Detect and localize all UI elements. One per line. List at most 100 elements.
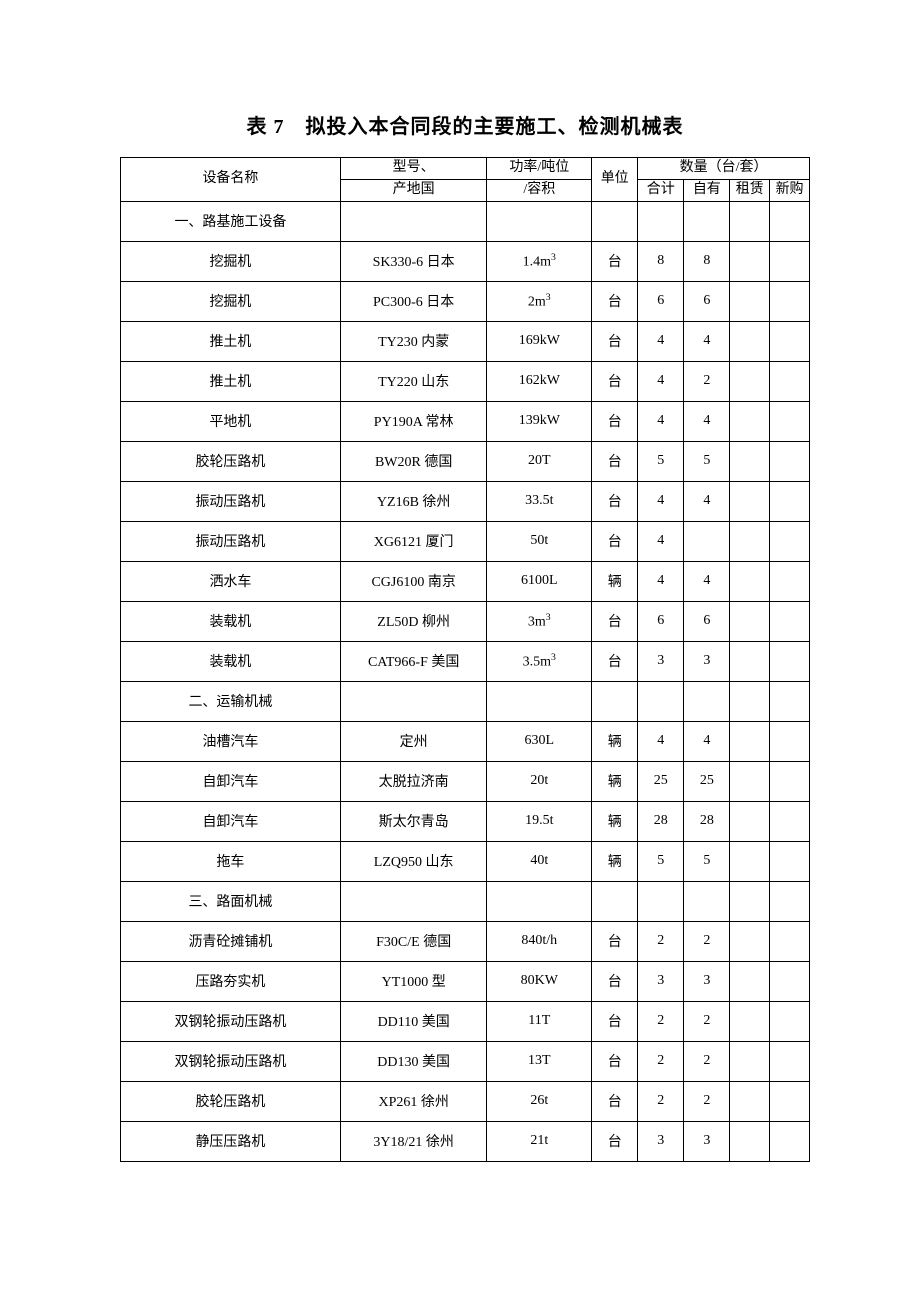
cell-own: 25 — [684, 761, 730, 801]
header-model-l2: 产地国 — [340, 179, 487, 201]
cell-buy — [770, 281, 810, 321]
cell-buy — [770, 721, 810, 761]
cell-own — [684, 521, 730, 561]
table-title: 表 7 拟投入本合同段的主要施工、检测机械表 — [120, 110, 810, 139]
cell-model: ZL50D 柳州 — [340, 601, 487, 641]
cell-name: 推土机 — [121, 321, 341, 361]
cell-total: 4 — [638, 481, 684, 521]
cell-buy — [770, 801, 810, 841]
table-row: 自卸汽车斯太尔青岛19.5t辆2828 — [121, 801, 810, 841]
section-label: 三、路面机械 — [121, 881, 341, 921]
cell-unit: 辆 — [592, 801, 638, 841]
cell-model: DD110 美国 — [340, 1001, 487, 1041]
cell-power: 21t — [487, 1121, 592, 1161]
cell-model: TY220 山东 — [340, 361, 487, 401]
empty-cell — [638, 201, 684, 241]
section-row: 一、路基施工设备 — [121, 201, 810, 241]
empty-cell — [730, 881, 770, 921]
cell-own: 2 — [684, 1081, 730, 1121]
cell-unit: 辆 — [592, 721, 638, 761]
cell-power: 33.5t — [487, 481, 592, 521]
cell-rent — [730, 241, 770, 281]
cell-name: 油槽汽车 — [121, 721, 341, 761]
table-row: 沥青砼摊铺机F30C/E 德国840t/h台22 — [121, 921, 810, 961]
table-row: 振动压路机XG6121 厦门50t台4 — [121, 521, 810, 561]
cell-own: 3 — [684, 961, 730, 1001]
cell-rent — [730, 721, 770, 761]
cell-buy — [770, 521, 810, 561]
cell-own: 2 — [684, 1001, 730, 1041]
cell-model: LZQ950 山东 — [340, 841, 487, 881]
cell-buy — [770, 241, 810, 281]
cell-own: 6 — [684, 601, 730, 641]
cell-total: 4 — [638, 321, 684, 361]
cell-own: 4 — [684, 721, 730, 761]
table-row: 双钢轮振动压路机DD110 美国11T台22 — [121, 1001, 810, 1041]
header-name: 设备名称 — [121, 158, 341, 202]
cell-unit: 台 — [592, 601, 638, 641]
cell-model: YZ16B 徐州 — [340, 481, 487, 521]
section-row: 三、路面机械 — [121, 881, 810, 921]
cell-power: 6100L — [487, 561, 592, 601]
table-row: 胶轮压路机XP261 徐州26t台22 — [121, 1081, 810, 1121]
header-total: 合计 — [638, 179, 684, 201]
cell-power: 3m3 — [487, 601, 592, 641]
empty-cell — [684, 881, 730, 921]
cell-own: 6 — [684, 281, 730, 321]
cell-name: 自卸汽车 — [121, 761, 341, 801]
cell-model: DD130 美国 — [340, 1041, 487, 1081]
cell-buy — [770, 1041, 810, 1081]
cell-own: 4 — [684, 401, 730, 441]
cell-total: 28 — [638, 801, 684, 841]
header-unit: 单位 — [592, 158, 638, 202]
cell-name: 挖掘机 — [121, 241, 341, 281]
cell-name: 洒水车 — [121, 561, 341, 601]
cell-name: 装载机 — [121, 601, 341, 641]
cell-rent — [730, 441, 770, 481]
cell-model: F30C/E 德国 — [340, 921, 487, 961]
table-row: 挖掘机SK330-6 日本1.4m3台88 — [121, 241, 810, 281]
empty-cell — [638, 681, 684, 721]
cell-own: 4 — [684, 321, 730, 361]
cell-name: 拖车 — [121, 841, 341, 881]
table-row: 静压压路机3Y18/21 徐州21t台33 — [121, 1121, 810, 1161]
cell-buy — [770, 761, 810, 801]
cell-model: YT1000 型 — [340, 961, 487, 1001]
empty-cell — [340, 681, 487, 721]
cell-power: 40t — [487, 841, 592, 881]
table-row: 装载机ZL50D 柳州3m3台66 — [121, 601, 810, 641]
cell-model: XG6121 厦门 — [340, 521, 487, 561]
cell-total: 4 — [638, 361, 684, 401]
empty-cell — [770, 201, 810, 241]
empty-cell — [487, 681, 592, 721]
empty-cell — [340, 881, 487, 921]
header-rent: 租赁 — [730, 179, 770, 201]
cell-name: 胶轮压路机 — [121, 441, 341, 481]
cell-total: 2 — [638, 1081, 684, 1121]
cell-total: 3 — [638, 641, 684, 681]
cell-model: 斯太尔青岛 — [340, 801, 487, 841]
cell-unit: 辆 — [592, 761, 638, 801]
cell-unit: 辆 — [592, 841, 638, 881]
cell-unit: 台 — [592, 281, 638, 321]
cell-own: 2 — [684, 921, 730, 961]
cell-rent — [730, 1001, 770, 1041]
cell-total: 4 — [638, 521, 684, 561]
cell-unit: 台 — [592, 441, 638, 481]
cell-total: 2 — [638, 1001, 684, 1041]
empty-cell — [487, 881, 592, 921]
table-body: 一、路基施工设备挖掘机SK330-6 日本1.4m3台88挖掘机PC300-6 … — [121, 201, 810, 1161]
cell-name: 静压压路机 — [121, 1121, 341, 1161]
cell-own: 28 — [684, 801, 730, 841]
cell-rent — [730, 281, 770, 321]
cell-total: 6 — [638, 281, 684, 321]
cell-unit: 台 — [592, 961, 638, 1001]
cell-total: 4 — [638, 401, 684, 441]
cell-own: 4 — [684, 561, 730, 601]
cell-power: 50t — [487, 521, 592, 561]
cell-model: 定州 — [340, 721, 487, 761]
table-row: 油槽汽车定州630L辆44 — [121, 721, 810, 761]
table-row: 装载机CAT966-F 美国3.5m3台33 — [121, 641, 810, 681]
table-row: 推土机TY220 山东162kW台42 — [121, 361, 810, 401]
empty-cell — [340, 201, 487, 241]
